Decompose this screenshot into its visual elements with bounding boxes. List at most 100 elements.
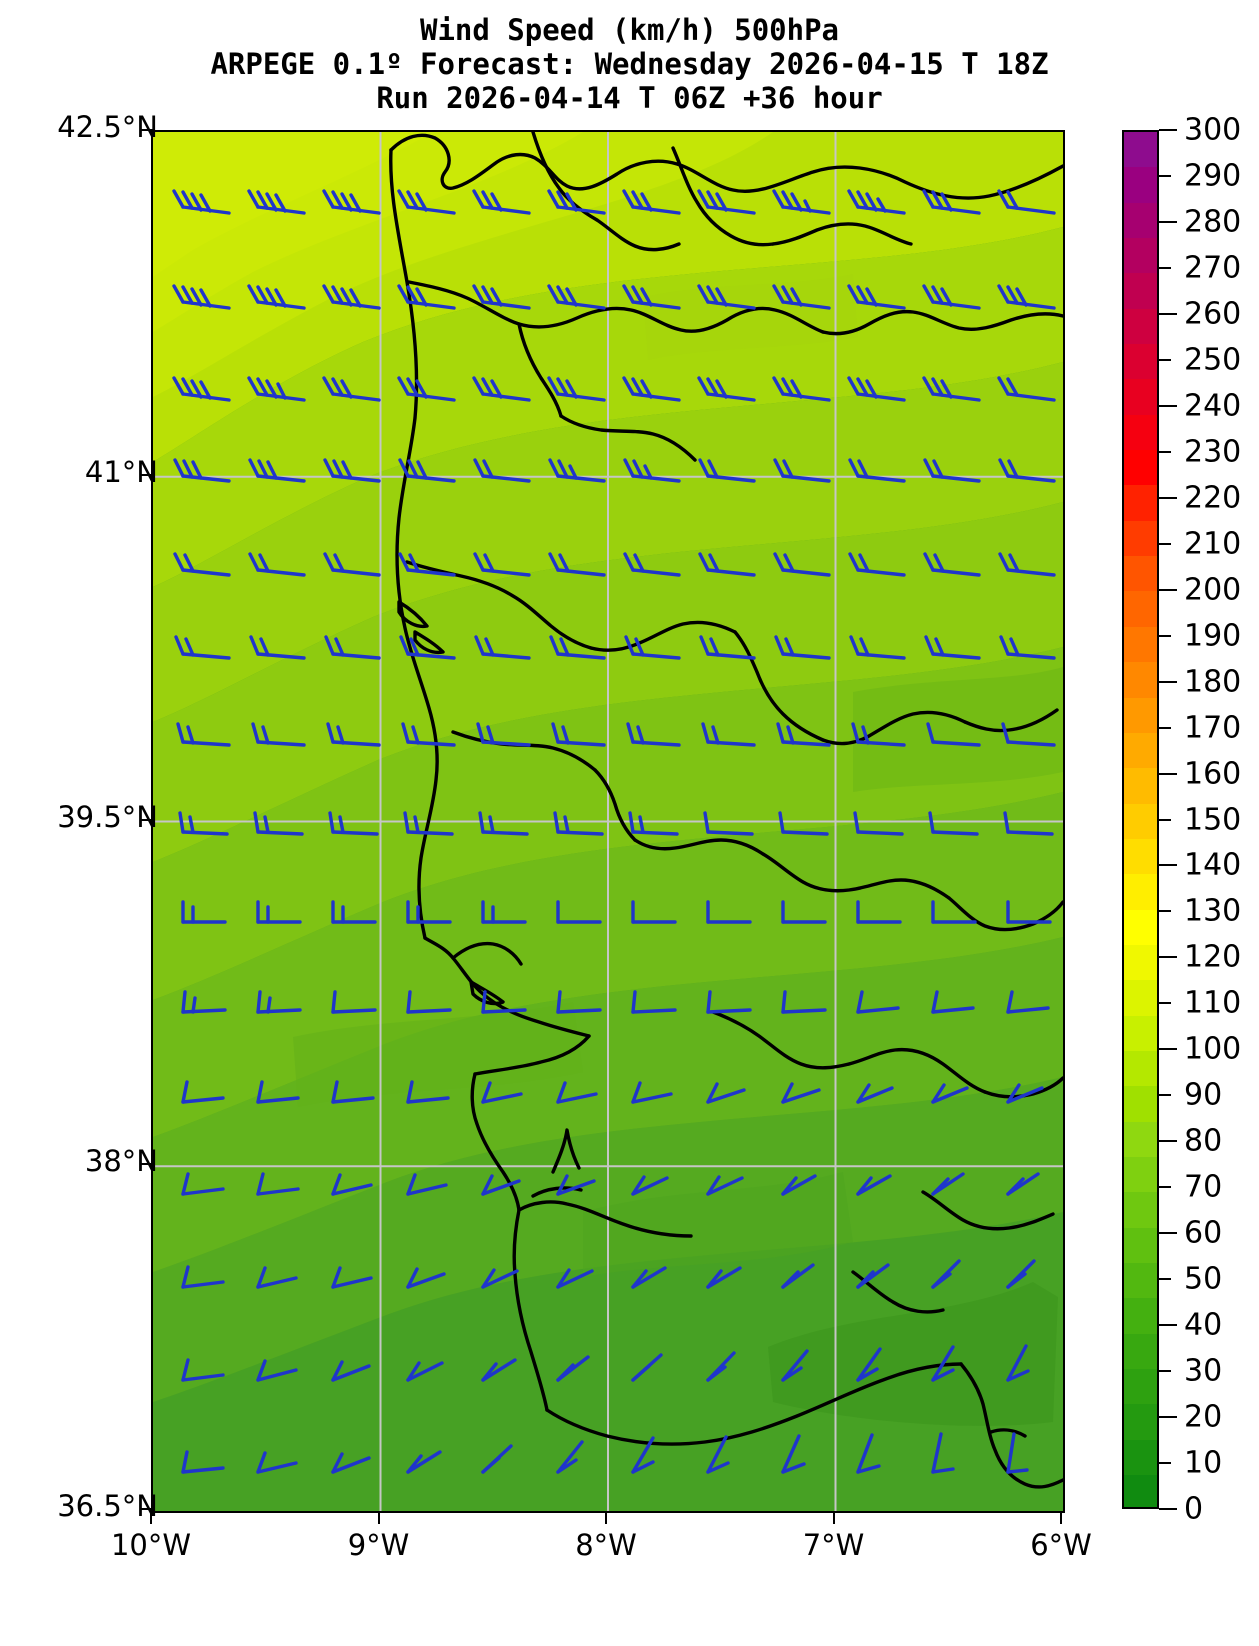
map-gridlines	[153, 132, 1063, 1511]
colorbar-band	[1124, 308, 1157, 345]
colorbar-band	[1124, 944, 1157, 981]
colorbar-tick	[1159, 1048, 1177, 1051]
colorbar-tick-label: 120	[1184, 939, 1242, 975]
colorbar-tick	[1159, 266, 1171, 269]
y-axis-tick	[140, 818, 153, 821]
colorbar-tick	[1159, 450, 1171, 453]
x-axis-tick	[377, 1511, 380, 1524]
colorbar-band	[1124, 344, 1157, 380]
colorbar-band	[1124, 980, 1157, 1016]
colorbar-band	[1124, 450, 1157, 486]
colorbar-band	[1124, 238, 1157, 274]
colorbar-band	[1124, 874, 1157, 910]
colorbar-tick-label: 40	[1184, 1307, 1223, 1343]
y-axis-tick	[140, 1508, 153, 1510]
wind-barb-layer	[172, 189, 1056, 1474]
colorbar-tick-label: 110	[1184, 985, 1242, 1021]
y-axis-tick	[140, 129, 153, 131]
x-axis-tick-label: 10°W	[110, 1528, 192, 1562]
map-plot-area	[151, 130, 1065, 1513]
colorbar-tick	[1159, 312, 1177, 315]
colorbar-tick-label: 50	[1184, 1261, 1223, 1297]
page-title: Wind Speed (km/h) 500hPa	[419, 13, 840, 47]
colorbar-tick	[1159, 220, 1177, 223]
colorbar-band	[1124, 1156, 1157, 1193]
x-axis-tick-label: 8°W	[575, 1528, 637, 1562]
colorbar-tick-label: 250	[1184, 342, 1242, 378]
colorbar-tick-label: 10	[1184, 1445, 1223, 1481]
x-axis-tick-label: 6°W	[1030, 1528, 1092, 1562]
colorbar-tick-label: 160	[1184, 756, 1242, 792]
colorbar-band	[1124, 1333, 1157, 1370]
colorbar-band	[1124, 1227, 1157, 1263]
colorbar-tick-label: 220	[1184, 480, 1242, 516]
y-axis-tick	[140, 473, 153, 476]
colorbar-band	[1124, 273, 1157, 309]
colorbar-tick	[1159, 1186, 1171, 1189]
x-axis-tick	[150, 1511, 152, 1524]
colorbar-tick	[1159, 1462, 1171, 1465]
colorbar-band	[1124, 1121, 1157, 1157]
colorbar-band	[1124, 838, 1157, 875]
colorbar-tick	[1159, 174, 1171, 177]
colorbar-tick-label: 150	[1184, 802, 1242, 837]
colorbar-band	[1124, 626, 1157, 663]
colorbar-tick	[1159, 1140, 1177, 1143]
x-axis-tick-label: 7°W	[802, 1528, 865, 1562]
colorbar-tick-label: 30	[1184, 1353, 1223, 1389]
colorbar-tick	[1159, 496, 1177, 499]
colorbar-band	[1124, 1015, 1157, 1051]
colorbar-tick-label: 190	[1184, 618, 1242, 654]
x-axis-tick	[605, 1511, 607, 1524]
colorbar-band	[1124, 1404, 1157, 1440]
colorbar-band	[1124, 167, 1157, 203]
colorbar-tick	[1159, 772, 1177, 775]
colorbar-tick-label: 60	[1184, 1215, 1223, 1251]
colorbar-tick-label: 200	[1184, 572, 1242, 608]
colorbar-tick	[1159, 404, 1177, 407]
colorbar-tick	[1159, 910, 1171, 913]
colorbar-tick-label: 260	[1184, 296, 1242, 332]
figure-subtitle-run: Run 2026-04-14 T 06Z +36 hour	[376, 81, 883, 115]
colorbar-tick	[1159, 956, 1177, 959]
colorbar-band	[1124, 1192, 1157, 1228]
colorbar-band	[1124, 591, 1157, 627]
colorbar-tick-label: 290	[1184, 158, 1242, 194]
y-axis-tick	[140, 1163, 153, 1166]
colorbar-tick	[1159, 680, 1177, 683]
colorbar-tick	[1159, 129, 1177, 131]
colorbar-band	[1124, 768, 1157, 804]
colorbar-tick-label: 140	[1184, 847, 1242, 883]
colorbar-tick-label: 70	[1184, 1169, 1223, 1205]
colorbar-tick-label: 20	[1184, 1399, 1223, 1435]
colorbar-tick-label: 240	[1184, 388, 1242, 424]
colorbar-tick	[1159, 634, 1171, 637]
colorbar-tick-label: 100	[1184, 1031, 1242, 1067]
y-axis-tick-label: 39.5°N	[57, 799, 158, 834]
colorbar-tick-label: 170	[1184, 710, 1242, 746]
colorbar-band	[1124, 662, 1157, 698]
colorbar-tick-label: 180	[1184, 664, 1242, 700]
colorbar-tick-label: 80	[1184, 1123, 1223, 1159]
colorbar-tick	[1159, 818, 1171, 821]
figure-subtitle-forecast: ARPEGE 0.1º Forecast: Wednesday 2026-04-…	[210, 47, 1049, 81]
colorbar-band	[1124, 1439, 1157, 1476]
colorbar-tick	[1159, 726, 1171, 729]
colorbar-band	[1124, 1369, 1157, 1405]
colorbar-tick-label: 270	[1184, 250, 1242, 286]
colorbar-band	[1124, 1050, 1157, 1087]
y-axis-tick-label: 38°N	[84, 1144, 158, 1179]
colorbar-tick	[1159, 542, 1171, 545]
y-axis-tick-label: 42.5°N	[57, 110, 158, 144]
colorbar-band	[1124, 1475, 1157, 1507]
colorbar-band	[1124, 414, 1157, 451]
colorbar-band	[1124, 1086, 1157, 1122]
x-axis-tick	[1060, 1511, 1062, 1524]
map-canvas	[153, 132, 1063, 1511]
colorbar-tick-label: 230	[1184, 434, 1242, 470]
colorbar-tick-label: 90	[1184, 1077, 1223, 1113]
colorbar[interactable]	[1122, 130, 1159, 1509]
colorbar-tick	[1159, 588, 1177, 591]
colorbar-band	[1124, 1263, 1157, 1299]
